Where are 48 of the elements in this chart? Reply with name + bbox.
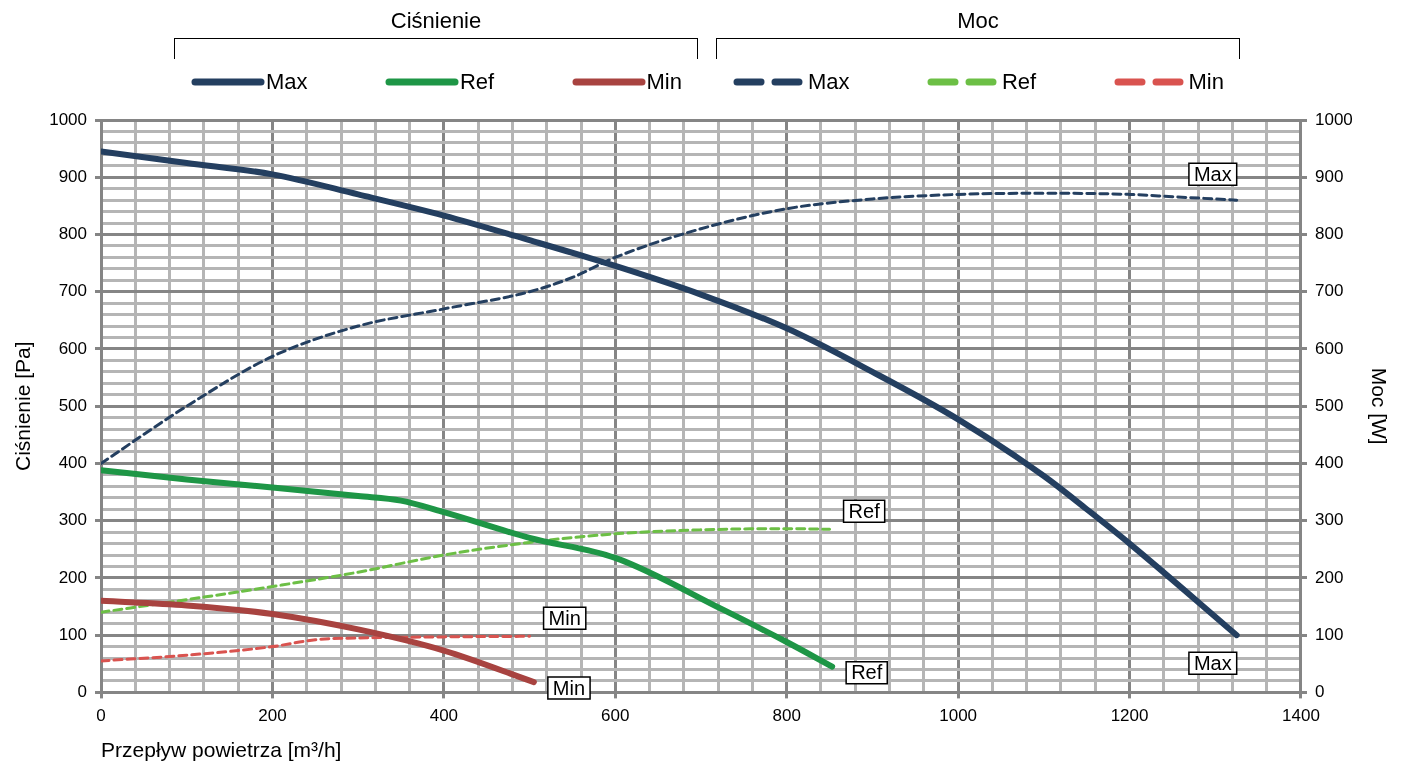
y-tick-label: 500 — [58, 395, 88, 415]
x-tick-label: 1000 — [939, 706, 978, 726]
x-tick-label: 200 — [258, 706, 287, 726]
text: Moc — [956, 8, 1000, 35]
text: Ciśnienie — [389, 8, 483, 35]
legend-label: Min — [1188, 69, 1224, 95]
y2-axis-title: Moc [W] — [1367, 367, 1391, 445]
x-tick-label: 1200 — [1110, 706, 1149, 726]
x-tick-label: 600 — [601, 706, 630, 726]
x-axis-title: Przepływ powietrza [m³/h] — [101, 738, 342, 762]
y2-tick-label: 400 — [1314, 453, 1344, 473]
y-tick-label: 900 — [58, 166, 88, 186]
legend-label: Min — [646, 69, 682, 95]
y2-tick-label: 0 — [1314, 682, 1325, 702]
y2-tick-label: 600 — [1314, 338, 1344, 358]
x-tick-label: 0 — [96, 706, 106, 726]
legend-label: Max — [266, 69, 308, 95]
y-tick-label: 400 — [58, 453, 88, 473]
legend-label: Ref — [1001, 69, 1037, 95]
y2-tick-label: 500 — [1314, 395, 1344, 415]
y-axis-title: Ciśnienie [Pa] — [11, 341, 35, 471]
line-series — [101, 634, 532, 663]
y-tick-label: 600 — [58, 338, 88, 358]
y2-tick-label: 300 — [1314, 510, 1344, 530]
annotation: Max — [1193, 651, 1232, 674]
y2-tick-label: 1000 — [1314, 109, 1353, 129]
y-tick-label: 0 — [77, 682, 88, 702]
annotation: Min — [548, 606, 581, 629]
y-tick-label: 200 — [58, 567, 88, 587]
legend-label: Ref — [459, 69, 495, 95]
y-tick-label: 700 — [58, 281, 88, 301]
x-tick-label: 1400 — [1282, 706, 1320, 726]
annotation: Max — [1193, 162, 1232, 185]
y2-tick-label: 800 — [1314, 224, 1344, 244]
y-tick-label: 300 — [58, 510, 88, 530]
y2-tick-label: 900 — [1314, 166, 1344, 186]
y-tick-label: 1000 — [49, 109, 88, 129]
y-tick-label: 100 — [58, 624, 88, 644]
annotation: Ref — [848, 499, 881, 522]
x-tick-label: 400 — [429, 706, 459, 726]
y2-tick-label: 200 — [1314, 567, 1344, 587]
x-tick-label: 800 — [772, 706, 801, 726]
annotation: Min — [552, 676, 586, 699]
annotation: Ref — [851, 661, 883, 684]
legend-label: Max — [808, 69, 850, 95]
y-tick-label: 800 — [58, 224, 88, 244]
y2-tick-label: 700 — [1314, 281, 1344, 301]
y2-tick-label: 100 — [1314, 624, 1344, 644]
